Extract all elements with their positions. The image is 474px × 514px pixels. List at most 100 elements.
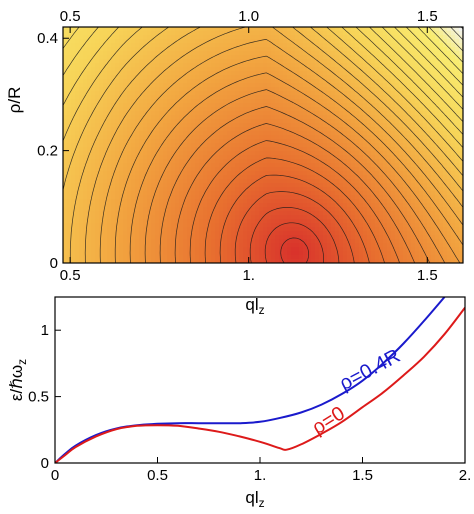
heatmap-cell [395, 159, 400, 164]
heatmap-cell [83, 215, 88, 220]
heatmap-cell [319, 135, 324, 140]
heatmap-cell [135, 35, 140, 40]
heatmap-cell [119, 39, 124, 44]
heatmap-cell [67, 67, 72, 72]
heatmap-cell [231, 67, 236, 72]
heatmap-cell [219, 35, 224, 40]
heatmap-cell [395, 211, 400, 216]
heatmap-cell [271, 35, 276, 40]
heatmap-cell [371, 223, 376, 228]
heatmap-cell [159, 99, 164, 104]
heatmap-cell [131, 203, 136, 208]
heatmap-cell [223, 35, 228, 40]
heatmap-cell [279, 95, 284, 100]
heatmap-cell [175, 47, 180, 52]
heatmap-cell [327, 51, 332, 56]
heatmap-cell [439, 123, 444, 128]
heatmap-cell [231, 223, 236, 228]
heatmap-cell [171, 31, 176, 36]
heatmap-cell [175, 171, 180, 176]
heatmap-cell [171, 183, 176, 188]
heatmap-cell [243, 87, 248, 92]
heatmap-cell [447, 91, 452, 96]
heatmap-cell [455, 63, 460, 68]
heatmap-cell [359, 191, 364, 196]
heatmap-cell [123, 155, 128, 160]
heatmap-cell [379, 43, 384, 48]
heatmap-cell [331, 115, 336, 120]
heatmap-cell [171, 143, 176, 148]
heatmap-cell [375, 115, 380, 120]
heatmap-cell [351, 51, 356, 56]
heatmap-cell [395, 55, 400, 60]
heatmap-cell [387, 43, 392, 48]
heatmap-cell [255, 183, 260, 188]
heatmap-cell [295, 55, 300, 60]
heatmap-cell [151, 119, 156, 124]
heatmap-cell [435, 191, 440, 196]
heatmap-cell [411, 99, 416, 104]
heatmap-cell [435, 151, 440, 156]
heatmap-cell [187, 123, 192, 128]
heatmap-cell [327, 219, 332, 224]
heatmap-cell [127, 111, 132, 116]
heatmap-cell [255, 115, 260, 120]
heatmap-cell [419, 39, 424, 44]
heatmap-cell [295, 143, 300, 148]
heatmap-cell [399, 31, 404, 36]
heatmap-cell [375, 139, 380, 144]
heatmap-cell [451, 51, 456, 56]
heatmap-cell [351, 103, 356, 108]
heatmap-cell [387, 67, 392, 72]
heatmap-cell [171, 99, 176, 104]
heatmap-cell [295, 191, 300, 196]
heatmap-cell [95, 195, 100, 200]
heatmap-cell [455, 179, 460, 184]
heatmap-cell [239, 83, 244, 88]
heatmap-cell [111, 187, 116, 192]
heatmap-cell [271, 191, 276, 196]
heatmap-cell [431, 127, 436, 132]
heatmap-cell [91, 83, 96, 88]
heatmap-cell [219, 131, 224, 136]
heatmap-cell [255, 123, 260, 128]
heatmap-cell [427, 103, 432, 108]
heatmap-cell [391, 107, 396, 112]
heatmap-cell [135, 135, 140, 140]
heatmap-cell [171, 75, 176, 80]
heatmap-cell [295, 219, 300, 224]
heatmap-cell [451, 147, 456, 152]
heatmap-cell [207, 223, 212, 228]
heatmap-cell [239, 31, 244, 36]
heatmap-cell [431, 79, 436, 84]
heatmap-cell [403, 47, 408, 52]
heatmap-cell [139, 219, 144, 224]
heatmap-cell [187, 207, 192, 212]
heatmap-cell [387, 179, 392, 184]
heatmap-cell [131, 175, 136, 180]
heatmap-cell [283, 111, 288, 116]
heatmap-cell [155, 67, 160, 72]
heatmap-cell [383, 115, 388, 120]
heatmap-cell [175, 51, 180, 56]
heatmap-cell [259, 115, 264, 120]
heatmap-cell [399, 163, 404, 168]
heatmap-cell [419, 55, 424, 60]
heatmap-cell [167, 139, 172, 144]
heatmap-cell [455, 87, 460, 92]
heatmap-cell [435, 103, 440, 108]
heatmap-cell [335, 171, 340, 176]
heatmap-cell [199, 95, 204, 100]
heatmap-cell [427, 31, 432, 36]
heatmap-cell [379, 179, 384, 184]
heatmap-cell [127, 163, 132, 168]
heatmap-cell [387, 171, 392, 176]
heatmap-cell [415, 43, 420, 48]
heatmap-cell [243, 75, 248, 80]
heatmap-cell [107, 195, 112, 200]
heatmap-cell [183, 175, 188, 180]
heatmap-cell [315, 75, 320, 80]
heatmap-cell [91, 135, 96, 140]
heatmap-cell [155, 87, 160, 92]
heatmap-cell [347, 95, 352, 100]
